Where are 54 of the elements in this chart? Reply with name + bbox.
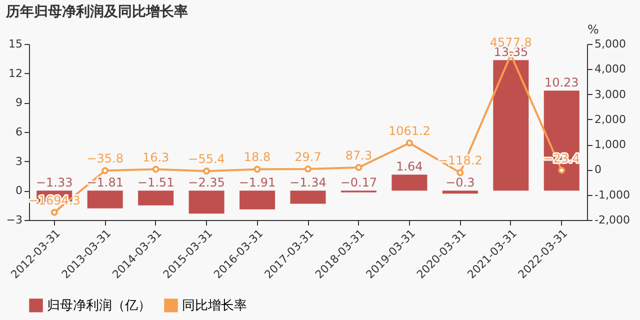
data-label: −0.3 (446, 176, 475, 190)
point (355, 164, 362, 172)
y2-tick-label: -1,000 (594, 188, 630, 202)
bar (87, 190, 123, 208)
y2-tick-label: 3,000 (594, 88, 626, 101)
y2-tick-label: 1,000 (594, 138, 626, 152)
y-tick-label: −3 (6, 214, 22, 226)
point (406, 140, 413, 147)
data-label: −55.4 (188, 152, 225, 166)
point (152, 166, 160, 173)
y-tick-label: 6 (16, 126, 22, 138)
y2-tick-label: 5,000 (594, 38, 626, 50)
data-label: 1.64 (396, 160, 423, 174)
data-label: 18.8 (244, 150, 271, 164)
legend-label: 归母净利润（亿） (47, 298, 151, 314)
point (254, 166, 261, 173)
y2-tick-label: 4,000 (594, 62, 626, 76)
y2-tick-label: -2,000 (594, 214, 630, 226)
y2-tick-label: 0 (594, 163, 602, 176)
point (102, 167, 109, 174)
bar (290, 190, 326, 204)
bar (240, 190, 276, 210)
data-label: −1.34 (290, 176, 326, 190)
data-label: −1.33 (36, 176, 73, 190)
point (456, 169, 464, 176)
data-label: 87.3 (345, 148, 372, 163)
data-label: 29.7 (294, 150, 322, 164)
point (304, 165, 312, 172)
y-tick-label: 3 (16, 154, 22, 168)
bar (138, 190, 174, 206)
data-label: 10.23 (544, 76, 579, 90)
y-tick-label: 12 (8, 66, 22, 80)
bar (493, 60, 529, 191)
bar (188, 190, 224, 214)
bar (392, 174, 428, 191)
data-label: −0.17 (340, 176, 378, 190)
y-tick-label: 15 (8, 38, 22, 50)
bar (442, 190, 478, 194)
data-label: −1.91 (238, 176, 276, 190)
data-label: −1.51 (137, 176, 174, 190)
y2-tick-label: 2,000 (594, 112, 626, 126)
point (50, 208, 58, 216)
bar (544, 90, 580, 191)
point (203, 168, 210, 175)
data-label: −35.8 (86, 152, 124, 166)
y-tick-label: 9 (16, 96, 22, 110)
chart-title: 历年归母净利润及同比增长率 (4, 3, 188, 20)
point (558, 166, 566, 174)
data-label: −2.35 (188, 176, 225, 190)
y-tick-label: 0 (16, 184, 22, 198)
data-label: 1061.2 (388, 124, 430, 138)
legend-label: 同比增长率 (182, 297, 247, 314)
data-label: 16.3 (142, 150, 170, 164)
y2-axis-title: % (588, 22, 599, 36)
